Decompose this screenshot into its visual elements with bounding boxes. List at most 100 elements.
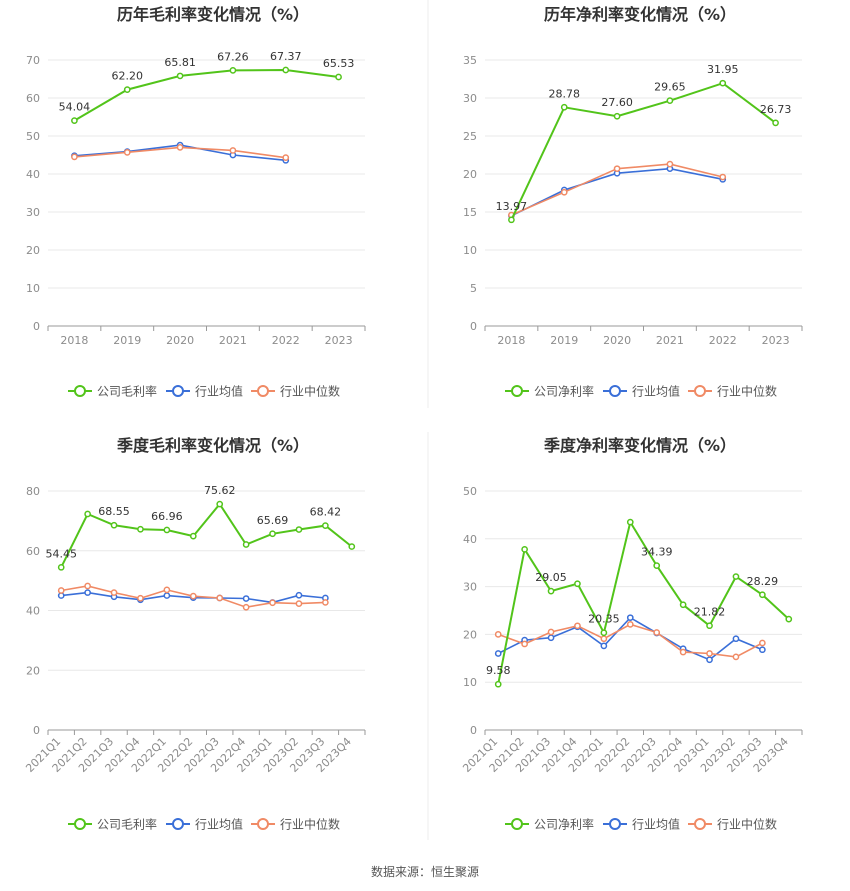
legend-marker xyxy=(694,818,706,830)
x-tick-label: 2021 xyxy=(656,334,684,347)
data-point xyxy=(216,594,224,602)
y-tick-label: 80 xyxy=(26,485,40,498)
legend-marker xyxy=(609,385,621,397)
x-tick-label: 2023 xyxy=(325,334,353,347)
data-label: 34.39 xyxy=(641,546,673,559)
y-tick-label: 50 xyxy=(26,130,40,143)
data-point xyxy=(137,525,144,533)
data-point xyxy=(626,614,634,622)
x-tick-label: 2021 xyxy=(219,334,247,347)
legend-marker xyxy=(257,818,269,830)
legend: 公司毛利率 行业均值 行业中位数 xyxy=(68,817,340,832)
x-tick-label: 2020 xyxy=(166,334,194,347)
data-point xyxy=(706,622,713,630)
legend-marker xyxy=(511,385,523,397)
data-point xyxy=(110,589,118,596)
data-point xyxy=(732,635,740,643)
legend-item-net: 公司净利率 xyxy=(534,384,594,399)
legend-marker xyxy=(257,385,269,397)
data-point xyxy=(547,634,555,642)
data-point xyxy=(84,582,91,590)
data-label: 62.20 xyxy=(112,70,144,83)
y-tick-label: 10 xyxy=(463,676,477,689)
legend-item-median: 行业中位数 xyxy=(717,817,777,832)
data-label: 54.04 xyxy=(59,101,91,114)
series-line-company xyxy=(60,502,353,568)
legend-marker xyxy=(74,818,86,830)
legend-item-avg: 行业均值 xyxy=(195,817,243,832)
data-label: 21.82 xyxy=(694,606,726,619)
data-label: 65.69 xyxy=(257,514,289,527)
data-point xyxy=(229,147,237,154)
data-label: 29.05 xyxy=(535,571,567,584)
data-point xyxy=(348,543,356,550)
data-point xyxy=(679,648,687,656)
data-point xyxy=(666,97,674,105)
legend-item-avg: 行业均值 xyxy=(632,817,680,832)
data-point xyxy=(163,586,171,594)
series-line-company xyxy=(73,68,339,122)
data-point xyxy=(176,144,184,151)
data-label: 68.55 xyxy=(98,505,130,518)
data-point xyxy=(71,153,78,161)
data-label: 28.78 xyxy=(549,87,581,100)
data-label: 68.42 xyxy=(310,506,342,519)
chart-title: 历年净利率变化情况（%） xyxy=(544,5,736,24)
data-label: 67.37 xyxy=(270,50,302,63)
data-point xyxy=(71,117,78,124)
data-point xyxy=(626,621,634,628)
legend-item-median: 行业中位数 xyxy=(280,384,340,399)
data-point xyxy=(521,640,528,648)
data-point xyxy=(560,188,568,196)
data-point xyxy=(706,656,713,664)
data-point xyxy=(613,112,621,120)
data-point xyxy=(547,628,555,636)
chart-title: 季度净利率变化情况（%） xyxy=(543,436,736,455)
data-point xyxy=(322,599,329,606)
data-point xyxy=(163,526,171,534)
y-tick-label: 35 xyxy=(463,54,477,67)
data-label: 13.97 xyxy=(496,200,528,213)
data-label: 65.53 xyxy=(323,57,355,70)
chart-title: 季度毛利率变化情况（%） xyxy=(116,436,309,455)
source-note: 数据来源：恒生聚源 xyxy=(371,864,479,879)
series-line-company xyxy=(497,519,790,685)
data-point xyxy=(123,86,131,93)
y-tick-label: 40 xyxy=(26,605,40,618)
data-point xyxy=(189,532,197,540)
data-point xyxy=(706,650,713,657)
data-point xyxy=(719,79,727,87)
data-point xyxy=(84,589,91,596)
data-point xyxy=(335,73,342,81)
legend-item-net: 公司净利率 xyxy=(534,817,594,832)
data-label: 20.35 xyxy=(588,613,620,626)
data-point xyxy=(508,216,515,224)
data-point xyxy=(574,622,581,630)
data-label: 65.81 xyxy=(164,56,196,69)
data-label: 27.60 xyxy=(601,96,633,109)
chart-title: 历年毛利率变化情况（%） xyxy=(117,5,309,24)
data-point xyxy=(282,154,290,162)
x-tick-label: 2019 xyxy=(550,334,578,347)
data-point xyxy=(176,72,184,80)
chart-panel-2: 历年净利率变化情况（%） 0 5 10 15 20 25 30 35 2018 2019 2020 20… xyxy=(463,5,803,399)
y-tick-label: 10 xyxy=(463,244,477,257)
data-point xyxy=(57,563,65,571)
data-point xyxy=(295,591,303,599)
legend-item-avg: 行业均值 xyxy=(195,384,243,399)
data-point xyxy=(785,615,793,623)
data-point xyxy=(574,580,581,588)
x-tick-label: 2018 xyxy=(60,334,88,347)
data-point xyxy=(269,599,276,607)
data-point xyxy=(626,518,634,526)
data-point xyxy=(295,526,303,533)
x-tick-label: 2023 xyxy=(762,334,790,347)
data-point xyxy=(600,642,608,650)
x-tick-label: 2019 xyxy=(113,334,141,347)
data-point xyxy=(282,66,290,74)
data-label: 75.62 xyxy=(204,484,236,497)
data-point xyxy=(137,594,144,602)
data-label: 67.26 xyxy=(217,50,249,63)
data-point xyxy=(216,500,224,508)
